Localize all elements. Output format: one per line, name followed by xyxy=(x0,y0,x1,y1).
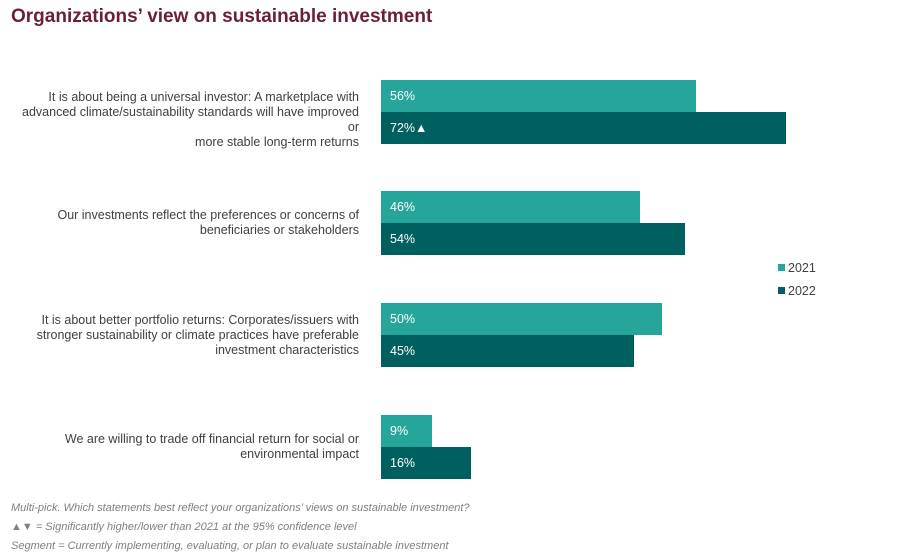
category-label-line: Our investments reflect the preferences … xyxy=(57,208,359,222)
footnote-question: Multi-pick. Which statements best reflec… xyxy=(11,502,470,514)
category-label: We are willing to trade off financial re… xyxy=(19,432,359,462)
category-label: It is about better portfolio returns: Co… xyxy=(19,313,359,358)
legend-swatch xyxy=(778,264,785,271)
category-label-line: beneficiaries or stakeholders xyxy=(199,223,359,237)
category-label-line: It is about better portfolio returns: Co… xyxy=(41,312,359,327)
bar-2022 xyxy=(381,335,635,367)
data-label-2022: 54% xyxy=(390,232,416,246)
data-label-2021: 46% xyxy=(390,200,416,214)
category-label: Our investments reflect the preferences … xyxy=(19,208,359,238)
bar-2022 xyxy=(381,447,471,479)
category-label-line: environmental impact xyxy=(240,447,359,461)
data-label-2021: 50% xyxy=(390,312,416,326)
data-label-2021: 9% xyxy=(390,424,409,438)
category-label-line: We are willing to trade off financial re… xyxy=(64,432,359,446)
legend-item-2022: 2022 xyxy=(778,284,816,298)
data-label-2022: 45% xyxy=(390,344,416,358)
legend-item-2021: 2021 xyxy=(778,261,816,275)
category-label-line: stronger sustainability or climate pract… xyxy=(36,327,359,342)
data-label-2022: 16% xyxy=(390,456,416,470)
bar-2021 xyxy=(381,415,432,447)
bar-2021 xyxy=(381,80,696,112)
category-label-line: investment characteristics xyxy=(215,342,359,357)
category-label: It is about being a universal investor: … xyxy=(19,90,359,150)
footnote-significance: ▲▼ = Significantly higher/lower than 202… xyxy=(11,521,357,533)
category-label-line: more stable long-term returns xyxy=(195,134,359,149)
category-label-line: It is about being a universal investor: … xyxy=(48,89,359,104)
category-label-line: advanced climate/sustainability standard… xyxy=(22,104,359,134)
bar-2021 xyxy=(381,191,640,223)
data-label-2022: 72%▲ xyxy=(390,121,428,135)
legend-label: 2021 xyxy=(788,261,816,275)
chart-title: Organizations’ view on sustainable inves… xyxy=(11,6,433,27)
footnote-segment: Segment = Currently implementing, evalua… xyxy=(11,540,449,552)
bar-2022 xyxy=(381,112,786,144)
legend-label: 2022 xyxy=(788,284,816,298)
bar-2021 xyxy=(381,303,663,335)
bar-2022 xyxy=(381,223,685,255)
data-label-2021: 56% xyxy=(390,89,416,103)
legend-swatch xyxy=(778,287,785,294)
